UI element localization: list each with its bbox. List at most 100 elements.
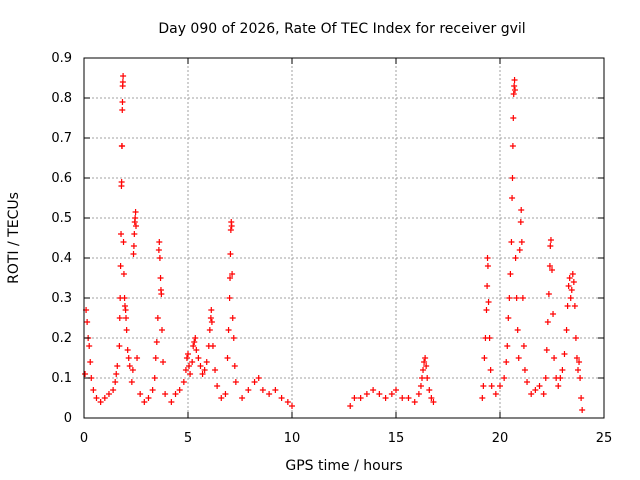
data-points	[82, 73, 586, 413]
data-point-marker	[230, 335, 237, 341]
data-point-marker	[157, 275, 164, 281]
data-point-marker	[105, 391, 112, 397]
data-point-marker	[110, 387, 117, 393]
data-point-marker	[133, 223, 139, 229]
data-point-marker	[116, 343, 123, 349]
grid	[84, 58, 604, 418]
y-tick-label: 0.8	[51, 91, 72, 106]
data-point-marker	[120, 73, 127, 79]
data-point-marker	[255, 375, 262, 381]
data-point-marker	[154, 315, 161, 321]
data-point-marker	[120, 239, 127, 245]
data-point-marker	[483, 307, 490, 313]
data-point-marker	[547, 237, 554, 243]
data-point-marker	[506, 295, 513, 301]
data-point-marker	[503, 359, 510, 365]
data-point-marker	[520, 343, 527, 349]
data-point-marker	[565, 283, 572, 289]
data-point-marker	[569, 271, 576, 277]
data-point-marker	[517, 219, 524, 225]
data-point-marker	[420, 367, 427, 373]
data-point-marker	[351, 395, 358, 401]
data-point-marker	[382, 395, 389, 401]
data-point-marker	[545, 291, 552, 297]
x-tick-label: 5	[184, 431, 192, 446]
data-point-marker	[524, 379, 531, 385]
data-point-marker	[239, 395, 246, 401]
plot-frame	[83, 57, 605, 419]
data-point-marker	[132, 209, 139, 215]
data-point-marker	[509, 143, 516, 149]
data-point-marker	[485, 299, 492, 305]
data-point-marker	[185, 351, 191, 357]
data-point-marker	[363, 391, 370, 397]
data-point-marker	[132, 215, 139, 221]
data-point-marker	[189, 359, 196, 365]
data-point-marker	[486, 335, 493, 341]
data-point-marker	[251, 379, 258, 385]
data-point-marker	[187, 371, 194, 377]
data-point-marker	[578, 395, 585, 401]
data-point-marker	[191, 339, 198, 345]
data-point-marker	[511, 77, 518, 83]
data-point-marker	[563, 327, 570, 333]
data-point-marker	[84, 319, 91, 325]
data-point-marker	[168, 399, 175, 405]
data-point-marker	[222, 391, 229, 397]
data-point-marker	[415, 391, 422, 397]
data-point-marker	[284, 399, 291, 405]
data-point-marker	[192, 335, 199, 341]
data-point-marker	[126, 363, 133, 369]
data-point-marker	[118, 179, 125, 185]
y-tick-label: 0.1	[51, 371, 72, 386]
data-point-marker	[405, 395, 412, 401]
data-point-marker	[518, 207, 525, 213]
data-point-marker	[122, 307, 129, 313]
data-point-marker	[521, 367, 528, 373]
data-point-marker	[508, 239, 515, 245]
data-point-marker	[182, 367, 189, 373]
data-point-marker	[128, 379, 135, 385]
data-point-marker	[573, 355, 580, 361]
data-point-marker	[218, 395, 225, 401]
data-point-marker	[203, 359, 210, 365]
y-tick-label: 0	[64, 411, 72, 426]
data-point-marker	[186, 363, 193, 369]
data-point-marker	[278, 395, 285, 401]
data-point-marker	[152, 355, 159, 361]
data-point-marker	[209, 343, 216, 349]
data-point-marker	[428, 395, 435, 401]
data-point-marker	[411, 399, 418, 405]
data-point-marker	[82, 371, 89, 377]
data-point-marker	[245, 387, 252, 393]
data-point-marker	[424, 375, 431, 381]
data-point-marker	[561, 351, 568, 357]
data-point-marker	[540, 391, 547, 397]
data-point-marker	[226, 295, 233, 301]
data-point-marker	[575, 367, 581, 373]
data-point-marker	[208, 307, 215, 313]
data-point-marker	[231, 363, 238, 369]
data-point-marker	[484, 283, 491, 289]
data-point-marker	[90, 387, 97, 393]
data-point-marker	[543, 347, 550, 353]
data-point-marker	[544, 319, 551, 325]
data-point-marker	[193, 347, 200, 353]
data-point-marker	[497, 383, 503, 389]
data-point-marker	[119, 99, 126, 105]
data-point-marker	[568, 287, 575, 293]
data-point-marker	[289, 403, 295, 409]
data-point-marker	[572, 335, 579, 341]
data-point-marker	[536, 383, 543, 389]
data-point-marker	[487, 367, 494, 373]
data-point-marker	[124, 347, 131, 353]
data-point-marker	[484, 255, 491, 261]
data-point-marker	[151, 375, 158, 381]
data-point-marker	[510, 115, 517, 121]
data-point-marker	[131, 231, 138, 237]
y-tick-label: 0.4	[51, 251, 72, 266]
data-point-marker	[160, 359, 167, 365]
data-point-marker	[118, 231, 125, 237]
data-point-marker	[511, 87, 518, 93]
x-tick-label: 10	[284, 431, 301, 446]
